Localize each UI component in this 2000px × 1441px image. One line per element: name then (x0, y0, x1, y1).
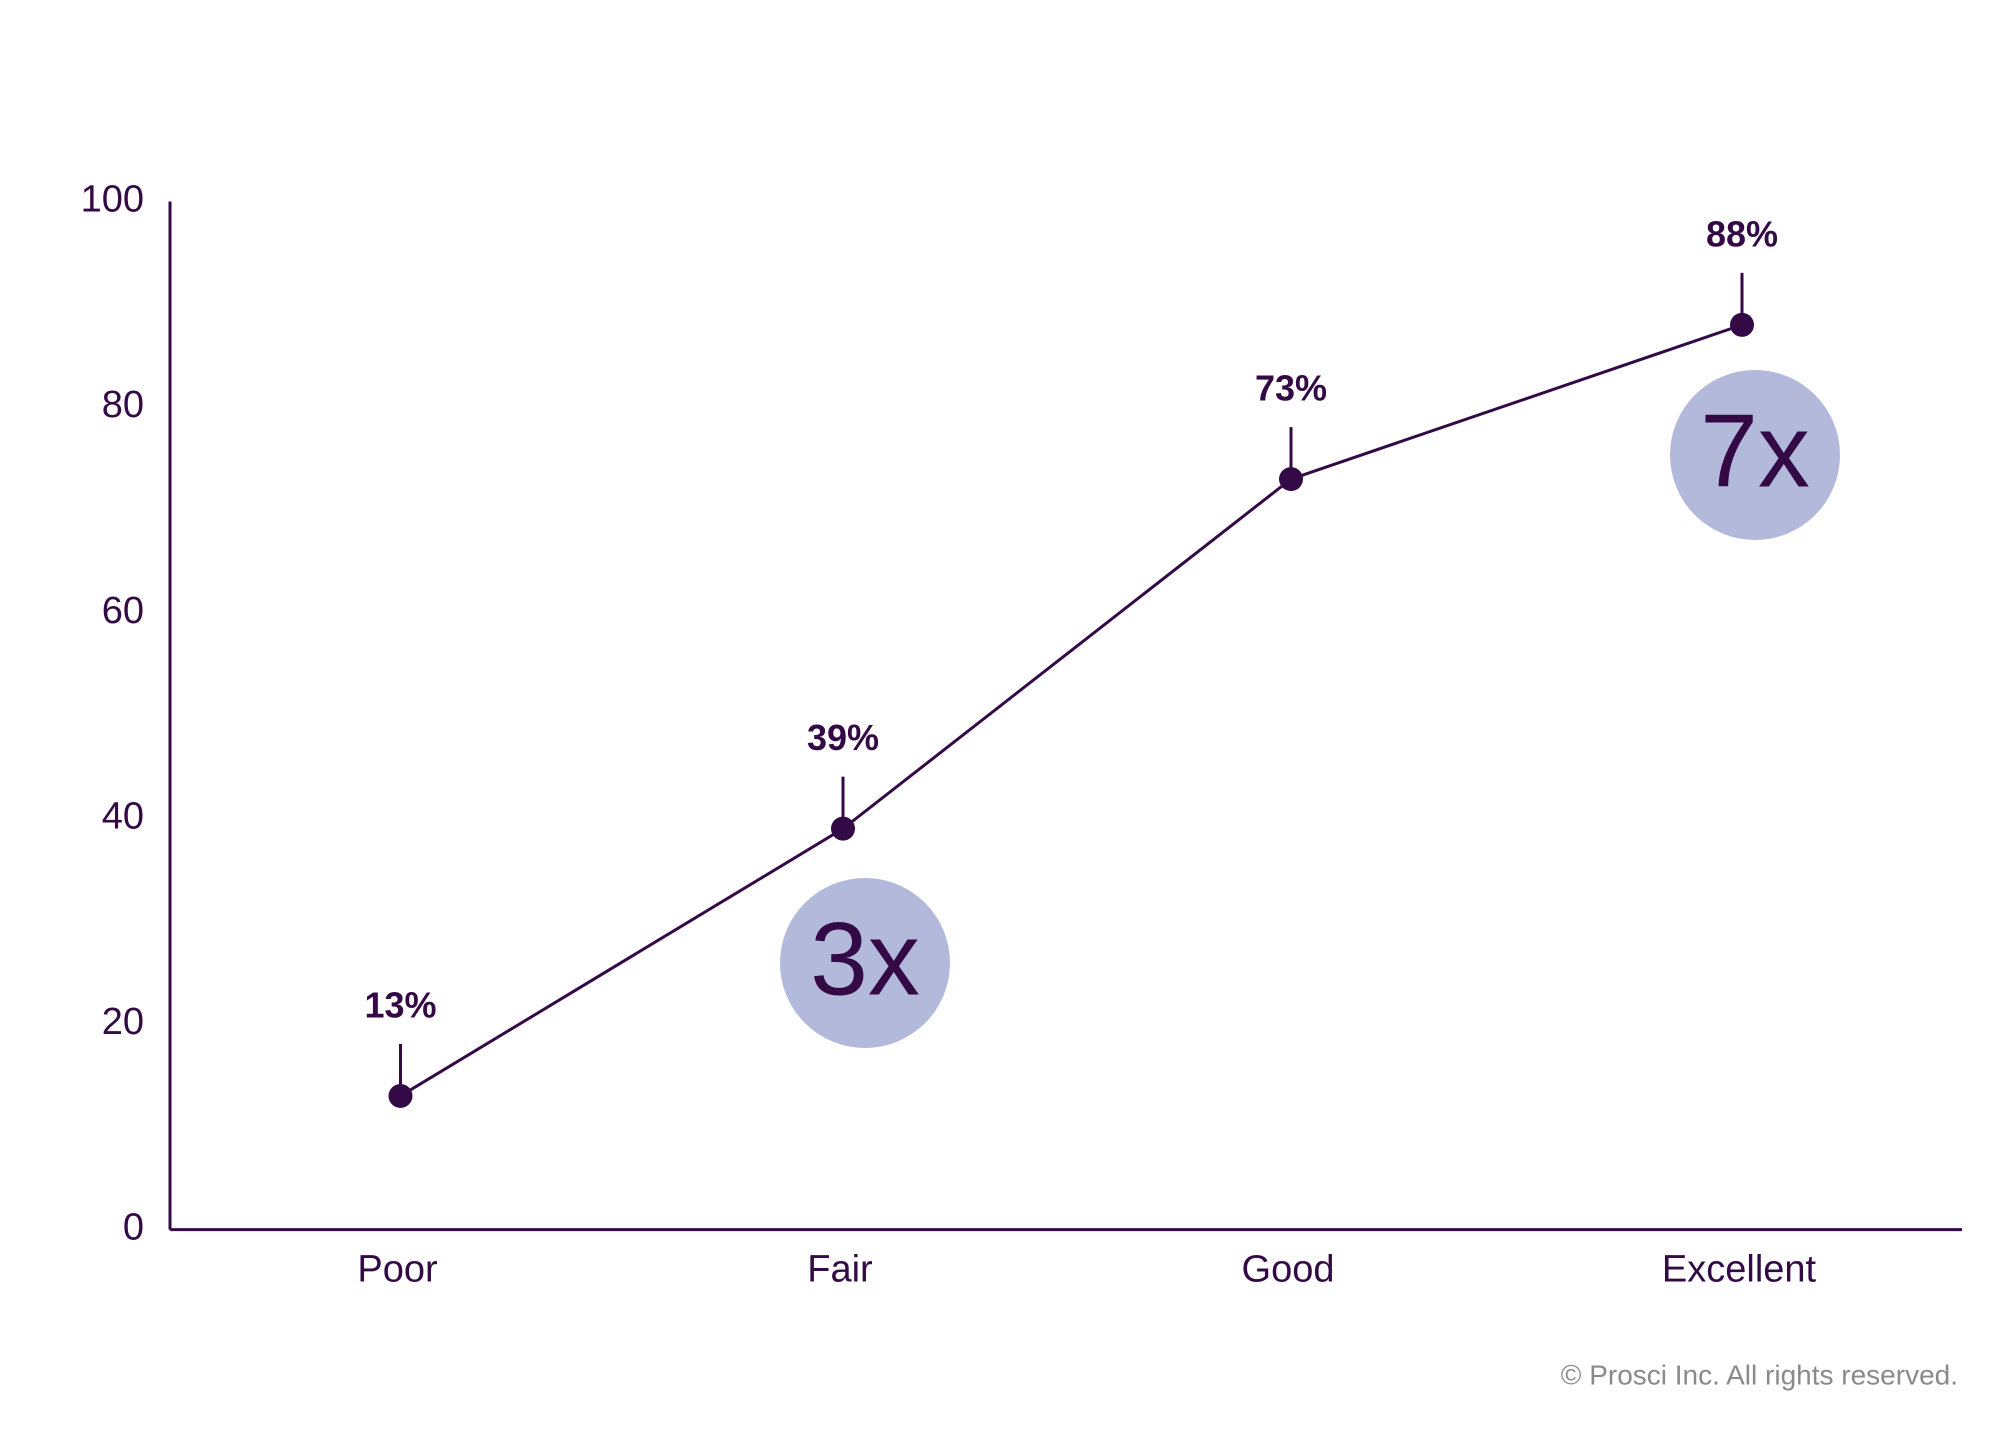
x-tick-label: Excellent (1662, 1249, 1817, 1291)
y-tick-label: 0 (123, 1207, 144, 1249)
data-point (1279, 467, 1303, 492)
value-label: 88% (1706, 213, 1778, 254)
data-point (831, 816, 855, 841)
value-label: 73% (1255, 368, 1327, 409)
annotation-text: 3x (810, 901, 920, 1017)
annotation-bubble (780, 878, 950, 1048)
data-point (1730, 312, 1754, 337)
y-tick-label: 20 (102, 1001, 144, 1043)
x-tick-label: Good (1242, 1249, 1335, 1291)
data-point (388, 1083, 413, 1108)
x-tick-label: Poor (357, 1249, 438, 1291)
value-label: 39% (807, 717, 879, 758)
value-label: 13% (364, 984, 436, 1025)
y-tick-label: 100 (81, 179, 144, 221)
copyright: © Prosci Inc. All rights reserved. (1561, 1359, 1958, 1390)
data-line (399, 323, 1743, 1098)
x-tick-label: Fair (807, 1249, 873, 1291)
annotation-bubble (1670, 370, 1840, 540)
y-tick-label: 80 (102, 384, 144, 426)
y-tick-label: 40 (102, 795, 144, 837)
annotation-text: 7x (1700, 393, 1810, 509)
y-tick-label: 60 (102, 590, 144, 632)
